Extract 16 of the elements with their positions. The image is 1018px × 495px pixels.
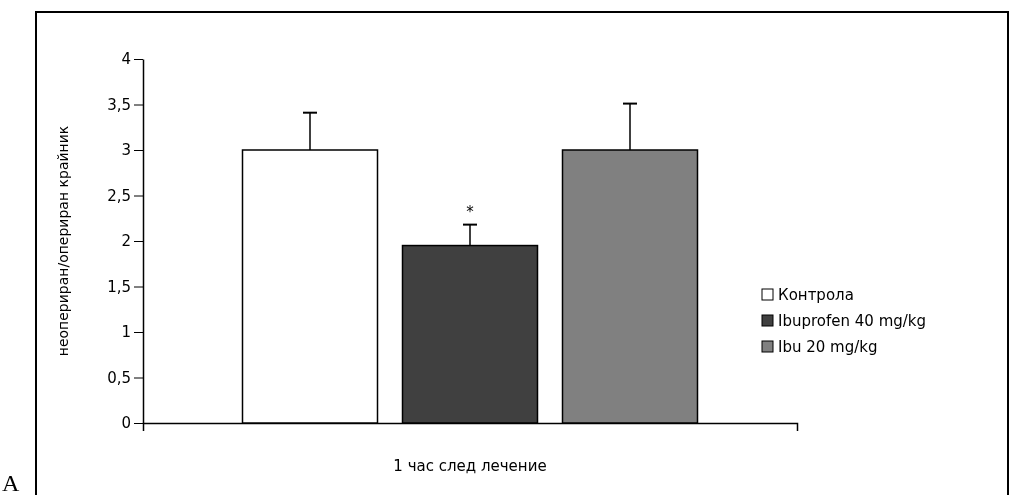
y-tick-label: 3	[121, 141, 131, 160]
y-tick-label: 2	[121, 232, 131, 251]
y-tick-label: 3,5	[107, 95, 131, 114]
legend-label: Контрола	[778, 286, 854, 304]
legend-label: Ibuprofen 40 mg/kg	[778, 312, 927, 330]
y-tick-label: 4	[121, 50, 131, 69]
y-tick-label: 1	[121, 323, 131, 342]
text: A	[2, 470, 20, 495]
annotation: *	[466, 202, 475, 221]
y-tick-label: 1,5	[107, 277, 131, 296]
y-tick-label: 0	[121, 414, 131, 433]
legend-label: Ibu 20 mg/kg	[778, 338, 878, 356]
y-tick-label: 2,5	[107, 186, 131, 205]
y-axis-title: неопериран/опериран крайник	[55, 125, 71, 357]
y-tick-label: 0,5	[107, 368, 131, 387]
x-tick-label: 1 час след лечение	[393, 457, 547, 475]
